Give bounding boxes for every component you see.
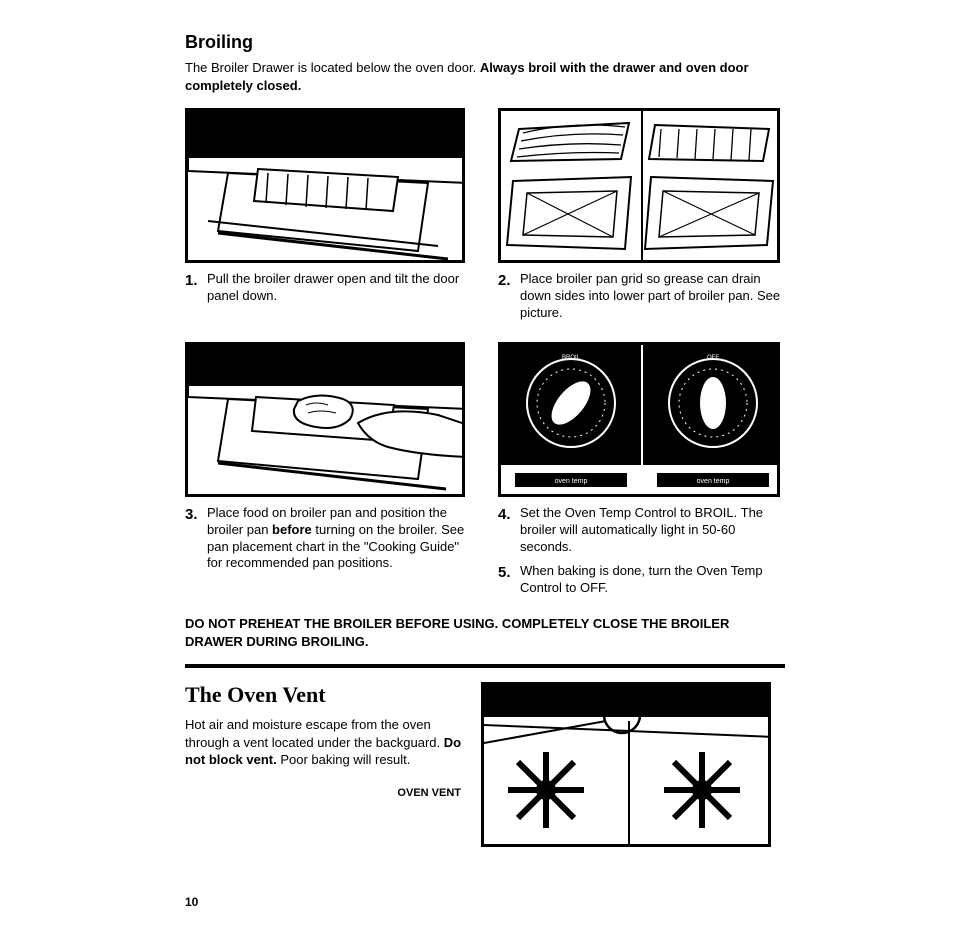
- ov-text-pre: Hot air and moisture escape from the ove…: [185, 717, 444, 750]
- step2-caption: 2. Place broiler pan grid so grease can …: [498, 271, 783, 322]
- knob-label-right: oven temp: [697, 478, 730, 485]
- step4-num: 4.: [498, 505, 514, 556]
- oven-vent-title: The Oven Vent: [185, 682, 465, 708]
- step1-cell: 1. Pull the broiler drawer open and tilt…: [185, 108, 470, 322]
- page-number: 10: [185, 895, 198, 909]
- page-content: Broiling The Broiler Drawer is located b…: [185, 32, 785, 847]
- step5-text: When baking is done, turn the Oven Temp …: [520, 563, 783, 597]
- broiling-steps-grid: 1. Pull the broiler drawer open and tilt…: [185, 108, 785, 597]
- broiling-title: Broiling: [185, 32, 785, 53]
- step1-text: Pull the broiler drawer open and tilt th…: [207, 271, 470, 305]
- step1-caption: 1. Pull the broiler drawer open and tilt…: [185, 271, 470, 305]
- broiling-warning: DO NOT PREHEAT THE BROILER BEFORE USING.…: [185, 615, 785, 650]
- knob-label-left: oven temp: [555, 478, 588, 485]
- step3-cell: 3. Place food on broiler pan and positio…: [185, 342, 470, 597]
- step3-text: Place food on broiler pan and position t…: [207, 505, 470, 573]
- step2-cell: 2. Place broiler pan grid so grease can …: [498, 108, 783, 322]
- illustration-drawer-open: [185, 108, 465, 263]
- step2-num: 2.: [498, 271, 514, 322]
- step4-caption: 4. Set the Oven Temp Control to BROIL. T…: [498, 505, 783, 556]
- step2-text: Place broiler pan grid so grease can dra…: [520, 271, 783, 322]
- step3-num: 3.: [185, 505, 201, 573]
- svg-text:OFF: OFF: [707, 355, 719, 361]
- illustration-place-food: [185, 342, 465, 497]
- broiling-intro: The Broiler Drawer is located below the …: [185, 59, 785, 94]
- step5-num: 5.: [498, 563, 514, 597]
- svg-text:BROIL: BROIL: [562, 355, 581, 361]
- illustration-temp-knobs: BROIL OFF oven temp oven temp: [498, 342, 780, 497]
- illustration-oven-vent: [481, 682, 771, 847]
- oven-vent-section: The Oven Vent Hot air and moisture escap…: [185, 682, 785, 847]
- step5-caption: 5. When baking is done, turn the Oven Te…: [498, 563, 783, 597]
- oven-vent-text: Hot air and moisture escape from the ove…: [185, 716, 465, 769]
- illustration-pan-grid: [498, 108, 780, 263]
- step3-bold: before: [272, 522, 312, 537]
- step4-cell: BROIL OFF oven temp oven temp 4. Set the…: [498, 342, 783, 597]
- oven-vent-text-column: The Oven Vent Hot air and moisture escap…: [185, 682, 465, 847]
- broiling-intro-plain: The Broiler Drawer is located below the …: [185, 60, 480, 75]
- step3-caption: 3. Place food on broiler pan and positio…: [185, 505, 470, 573]
- step1-num: 1.: [185, 271, 201, 305]
- ov-text-post: Poor baking will result.: [277, 752, 411, 767]
- oven-vent-label: OVEN VENT: [185, 787, 465, 799]
- section-rule: [185, 664, 785, 668]
- step4-text: Set the Oven Temp Control to BROIL. The …: [520, 505, 783, 556]
